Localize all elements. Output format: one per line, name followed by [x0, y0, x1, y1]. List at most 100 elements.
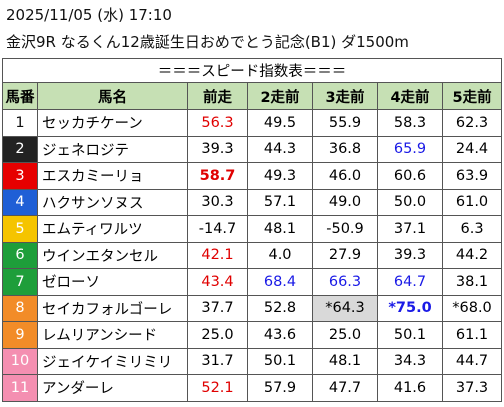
- column-header: 4走前: [377, 82, 443, 110]
- speed-index: 44.2: [441, 241, 503, 269]
- horse-row: 4 ハクサンソヌス 30.3 57.1 49.0 50.0 61.0: [2, 188, 503, 216]
- speed-index: 64.7: [377, 268, 443, 296]
- horse-name: アンダーレ: [37, 374, 188, 402]
- speed-index: 58.3: [377, 109, 443, 137]
- horse-row: 3 エスカミーリョ 58.7 49.3 46.0 60.6 63.9: [2, 162, 503, 190]
- column-header: 馬番: [2, 82, 38, 110]
- horse-row: 1 セッカチケーン 56.3 49.5 55.9 58.3 62.3: [2, 109, 503, 137]
- horse-row: 7 ゼローソ 43.4 68.4 66.3 64.7 38.1: [2, 268, 503, 296]
- horse-name: ウインエタンセル: [37, 241, 188, 269]
- speed-index: 63.9: [441, 162, 503, 190]
- speed-index: 50.0: [377, 188, 443, 216]
- speed-index: 39.3: [187, 135, 248, 163]
- horse-name: ハクサンソヌス: [37, 188, 188, 216]
- speed-index: 47.7: [312, 374, 378, 402]
- race-title: 金沢9R なるくん12歳誕生日おめでとう記念(B1) ダ1500m: [6, 33, 409, 51]
- speed-index: 62.3: [441, 109, 503, 137]
- horse-number: 1: [2, 109, 38, 137]
- speed-index: 39.3: [377, 241, 443, 269]
- speed-index: 61.1: [441, 321, 503, 349]
- horse-name: ジェネロジテ: [37, 135, 188, 163]
- speed-index: 57.9: [247, 374, 313, 402]
- speed-index: 37.7: [187, 294, 248, 322]
- horse-name: セッカチケーン: [37, 109, 188, 137]
- horse-row: 5 エムティワルツ -14.7 48.1 -50.9 37.1 6.3: [2, 215, 503, 243]
- speed-index: 61.0: [441, 188, 503, 216]
- horse-name: エムティワルツ: [37, 215, 188, 243]
- speed-index: 50.1: [247, 347, 313, 375]
- speed-index: *64.3: [312, 294, 378, 322]
- speed-index: 49.0: [312, 188, 378, 216]
- speed-index: 65.9: [377, 135, 443, 163]
- horse-number: 8: [2, 294, 38, 322]
- speed-index: 4.0: [247, 241, 313, 269]
- speed-index: 34.3: [377, 347, 443, 375]
- speed-index: 58.7: [187, 162, 248, 190]
- speed-index: 24.4: [441, 135, 503, 163]
- table-title: ＝＝＝スピード指数表＝＝＝: [1, 58, 503, 83]
- horse-row: 8 セイカフォルゴーレ 37.7 52.8 *64.3 *75.0 *68.0: [2, 294, 503, 322]
- speed-index: 41.6: [377, 374, 443, 402]
- speed-index: 49.5: [247, 109, 313, 137]
- speed-index: 38.1: [441, 268, 503, 296]
- horse-number: 3: [2, 162, 38, 190]
- horse-number: 6: [2, 241, 38, 269]
- speed-index: 68.4: [247, 268, 313, 296]
- horse-row: 6 ウインエタンセル 42.1 4.0 27.9 39.3 44.2: [2, 241, 503, 269]
- speed-index: 25.0: [187, 321, 248, 349]
- column-header: 3走前: [312, 82, 378, 110]
- speed-index: 49.3: [247, 162, 313, 190]
- horse-name: ジェイケイミリミリ: [37, 347, 188, 375]
- title-row: ＝＝＝スピード指数表＝＝＝: [1, 58, 503, 83]
- speed-index: 6.3: [441, 215, 503, 243]
- speed-index: 48.1: [312, 347, 378, 375]
- speed-index: 48.1: [247, 215, 313, 243]
- speed-index: 60.6: [377, 162, 443, 190]
- speed-index: 52.1: [187, 374, 248, 402]
- column-header: 前走: [187, 82, 248, 110]
- speed-index: 43.4: [187, 268, 248, 296]
- datetime: 2025/11/05 (水) 17:10: [6, 6, 172, 24]
- horse-number: 7: [2, 268, 38, 296]
- horse-row: 9 レムリアンシード 25.0 43.6 25.0 50.1 61.1: [2, 321, 503, 349]
- speed-index: 52.8: [247, 294, 313, 322]
- speed-index: 27.9: [312, 241, 378, 269]
- column-header: 2走前: [247, 82, 313, 110]
- speed-index: 30.3: [187, 188, 248, 216]
- speed-index: 55.9: [312, 109, 378, 137]
- horse-number: 2: [2, 135, 38, 163]
- horse-name: ゼローソ: [37, 268, 188, 296]
- speed-index: 44.3: [247, 135, 313, 163]
- horse-name: エスカミーリョ: [37, 162, 188, 190]
- speed-index: 43.6: [247, 321, 313, 349]
- horse-name: セイカフォルゴーレ: [37, 294, 188, 322]
- speed-index: 57.1: [247, 188, 313, 216]
- speed-index: 46.0: [312, 162, 378, 190]
- speed-index: 31.7: [187, 347, 248, 375]
- horse-number: 5: [2, 215, 38, 243]
- speed-index: *68.0: [441, 294, 503, 322]
- horse-name: レムリアンシード: [37, 321, 188, 349]
- speed-index: *75.0: [377, 294, 443, 322]
- speed-index: -50.9: [312, 215, 378, 243]
- horse-row: 11 アンダーレ 52.1 57.9 47.7 41.6 37.3: [2, 374, 503, 402]
- horse-number: 11: [2, 374, 38, 402]
- speed-index: 36.8: [312, 135, 378, 163]
- horse-row: 10 ジェイケイミリミリ 31.7 50.1 48.1 34.3 44.7: [2, 347, 503, 375]
- speed-index: 25.0: [312, 321, 378, 349]
- column-header: 5走前: [441, 82, 503, 110]
- speed-index: 37.3: [441, 374, 503, 402]
- horse-row: 2 ジェネロジテ 39.3 44.3 36.8 65.9 24.4: [2, 135, 503, 163]
- speed-table: ＝＝＝スピード指数表＝＝＝ 馬番 馬名 前走 2走前 3走前 4走前 5走前 1 セッカチケーン…: [1, 58, 503, 402]
- horse-number: 4: [2, 188, 38, 216]
- speed-index: 37.1: [377, 215, 443, 243]
- speed-index: 50.1: [377, 321, 443, 349]
- horse-number: 9: [2, 321, 38, 349]
- horse-number: 10: [2, 347, 38, 375]
- speed-index: 66.3: [312, 268, 378, 296]
- column-header: 馬名: [37, 82, 188, 110]
- speed-index: 44.7: [441, 347, 503, 375]
- speed-index: 42.1: [187, 241, 248, 269]
- speed-index: -14.7: [187, 215, 248, 243]
